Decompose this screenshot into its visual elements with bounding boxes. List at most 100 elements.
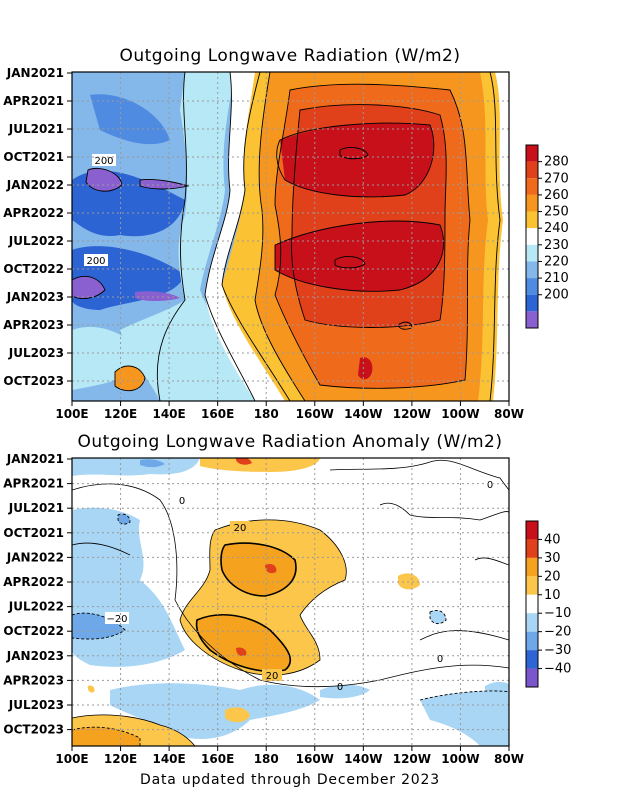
y-tick-label: OCT2022 (3, 262, 64, 276)
colorbar-label: 40 (544, 532, 561, 547)
top-plot-frame (71, 71, 510, 402)
anomaly-contour-labels: 20 20 −20 0 0 0 0 (105, 480, 493, 693)
y-tick-label: JAN2023 (6, 290, 64, 304)
y-tick-label: APR2022 (3, 575, 64, 589)
y-tick-label: OCT2021 (3, 150, 64, 164)
y-tick-label: OCT2021 (3, 526, 64, 540)
colorbar-label: 220 (544, 254, 569, 269)
y-tick-label: JAN2022 (6, 550, 64, 564)
y-tick-label: OCT2022 (3, 624, 64, 638)
colorbar-label: 240 (544, 221, 569, 236)
colorbar-label: 250 (544, 205, 569, 220)
colorbar-label: 230 (544, 238, 569, 253)
y-tick-label: OCT2023 (3, 723, 64, 737)
colorbar-swatch (526, 631, 538, 651)
x-tick-label: 140E (152, 407, 185, 421)
colorbar-label: −10 (544, 606, 571, 621)
colorbar-swatch (526, 311, 538, 328)
colorbar-label: 210 (544, 271, 569, 286)
x-tick-label: 180 (254, 407, 279, 421)
colorbar-swatch (526, 211, 538, 229)
contour-label: 200 (86, 256, 105, 267)
colorbar-label: −40 (544, 662, 571, 677)
colorbar-swatch (526, 161, 538, 179)
y-tick-label: JUL2023 (8, 346, 64, 360)
x-tick-label: 140E (152, 752, 185, 766)
y-tick-label: JAN2022 (6, 178, 64, 192)
contour-label: 0 (487, 480, 493, 491)
colorbar-swatch (526, 261, 538, 279)
data-updated-note: Data updated through December 2023 (140, 772, 440, 788)
top-axes: 100E 120E 140E 160E 180 160W 140W 120W 100W 80W JA… (3, 66, 524, 421)
colorbar-label: 200 (544, 288, 569, 303)
colorbar-swatch (526, 539, 538, 558)
colorbar-swatch (526, 278, 538, 295)
colorbar-swatch (526, 594, 538, 614)
colorbar-swatch (526, 244, 538, 262)
colorbar-label: −30 (544, 643, 571, 658)
x-tick-label: 160W (296, 752, 334, 766)
bottom-chart-title: Outgoing Longwave Radiation Anomaly (W/m… (77, 432, 503, 452)
colorbar-label: −20 (544, 625, 571, 640)
y-tick-label: APR2021 (3, 477, 64, 491)
bottom-grid (72, 458, 509, 746)
y-tick-label: JAN2021 (6, 66, 64, 80)
colorbar-label: 30 (544, 551, 561, 566)
colorbar-label: 260 (544, 188, 569, 203)
x-tick-label: 160E (201, 407, 234, 421)
x-tick-label: 100W (441, 752, 479, 766)
bottom-plot-frame (71, 457, 510, 747)
colorbar-swatch (526, 228, 538, 245)
y-tick-label: APR2022 (3, 206, 64, 220)
y-tick-label: APR2023 (3, 673, 64, 687)
y-tick-label: JUL2023 (8, 698, 64, 712)
y-tick-label: APR2023 (3, 318, 64, 332)
bottom-axes: 100E 120E 140E 160E 180 160W 140W 120W 100W 80W JA… (3, 452, 524, 766)
colorbar-swatch (526, 557, 538, 577)
bottom-colorbar: 40 30 20 10 −10 −20 −30 −40 (525, 520, 571, 688)
y-tick-label: JUL2021 (8, 501, 64, 515)
colorbar-swatch (526, 178, 538, 195)
olr-field (72, 72, 509, 401)
colorbar-swatch (526, 613, 538, 632)
contour-label: 0 (337, 682, 343, 693)
olr-contours (72, 72, 501, 401)
anomaly-20-contours (195, 542, 297, 673)
x-tick-label: 180 (254, 752, 279, 766)
colorbar-swatch (526, 576, 538, 595)
y-tick-label: JUL2021 (8, 122, 64, 136)
x-tick-label: 120E (104, 752, 137, 766)
y-tick-label: JAN2021 (6, 452, 64, 466)
colorbar-frame (525, 520, 539, 688)
contour-label: 20 (266, 671, 279, 682)
x-tick-label: 100E (55, 752, 88, 766)
y-tick-label: JAN2023 (6, 649, 64, 663)
colorbar-swatch (526, 194, 538, 212)
x-tick-label: 100E (55, 407, 88, 421)
x-tick-label: 100W (441, 407, 479, 421)
y-tick-label: APR2021 (3, 94, 64, 108)
colorbar-frame (525, 144, 539, 329)
olr-anomaly-field (72, 458, 509, 746)
x-tick-label: 140W (344, 752, 382, 766)
contour-label: −20 (106, 614, 127, 625)
x-tick-label: 160W (296, 407, 334, 421)
colorbar-swatch (526, 521, 538, 540)
colorbar-label: 280 (544, 155, 569, 170)
anomaly-contours (72, 459, 509, 746)
x-tick-label: 80W (494, 407, 524, 421)
colorbar-label: 270 (544, 171, 569, 186)
x-tick-label: 140W (344, 407, 382, 421)
colorbar-swatch (526, 145, 538, 162)
x-tick-label: 80W (494, 752, 524, 766)
x-tick-label: 120W (393, 752, 431, 766)
contour-label: 0 (437, 654, 443, 665)
colorbar-swatch (526, 668, 538, 687)
x-tick-label: 120E (104, 407, 137, 421)
y-tick-label: JUL2022 (8, 600, 64, 614)
contour-label: 20 (234, 523, 247, 534)
contour-label: 200 (94, 156, 113, 167)
y-tick-label: JUL2022 (8, 234, 64, 248)
colorbar-label: 10 (544, 588, 561, 603)
